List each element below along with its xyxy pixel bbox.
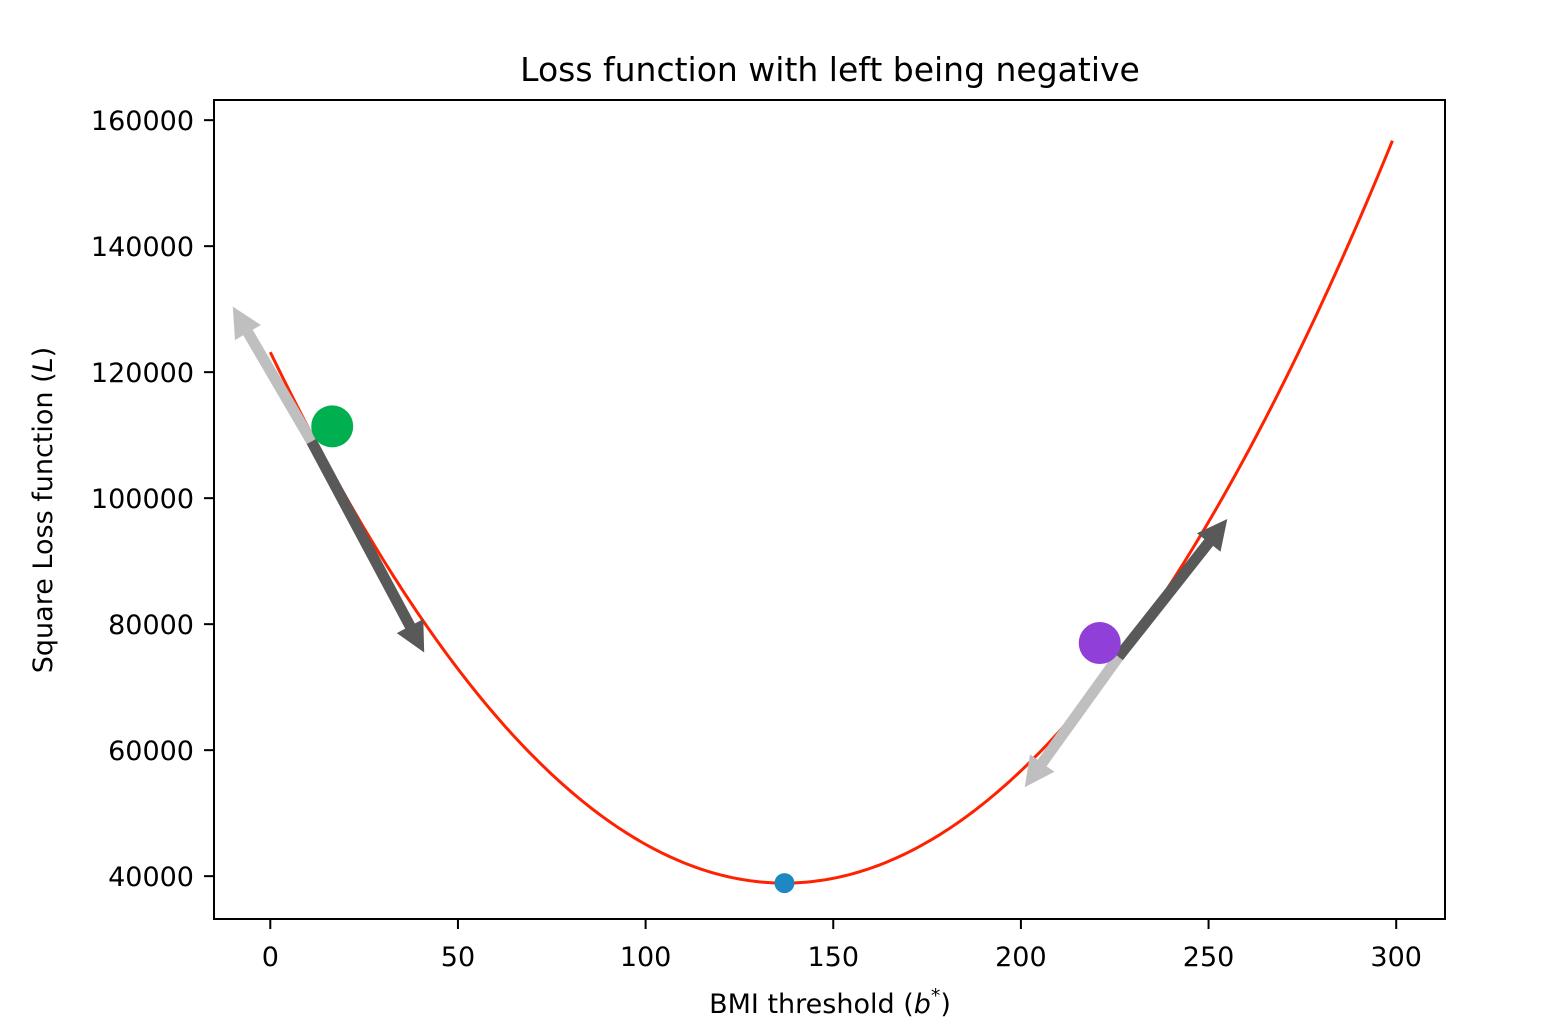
y-tick-label: 40000 [108,862,194,893]
left-point [311,405,354,448]
right-descent-arrow [1024,653,1123,788]
x-axis: 0 50 100 150 200 250 300 [262,919,1422,973]
x-axis-label-text: BMI threshold [709,989,895,1020]
minimum-point [774,873,795,894]
y-axis-label-text: Square Loss function [28,391,59,673]
x-axis-label-paren-open: ( [895,989,914,1020]
loss-curve [268,140,1394,885]
plot-marks [232,140,1394,894]
y-tick-label: 160000 [91,106,194,137]
y-axis-label: Square Loss function (L) [28,347,59,673]
y-axis-label-symbol: L [28,357,59,372]
right-point [1078,622,1121,665]
y-tick-label: 140000 [91,232,194,263]
x-tick-label: 50 [441,942,475,973]
y-tick-label: 100000 [91,484,194,515]
x-axis-label: BMI threshold (b*) [709,985,951,1020]
x-tick-label: 250 [1183,942,1235,973]
x-tick-label: 150 [807,942,859,973]
left-descent-arrow [306,438,425,653]
left-gradient-arrow [232,306,317,445]
right-gradient-arrow [1114,519,1228,661]
y-tick-label: 80000 [108,610,194,641]
y-tick-label: 120000 [91,358,194,389]
x-axis-label-paren-close: ) [940,989,951,1020]
y-tick-label: 60000 [108,736,194,767]
y-axis-label-paren-open: ( [28,372,59,391]
x-axis-label-superscript: * [931,985,941,1007]
x-tick-label: 0 [262,942,279,973]
x-tick-label: 200 [995,942,1047,973]
x-axis-label-symbol: b [914,989,931,1020]
plot-area [232,140,1394,894]
y-axis: 40000 60000 80000 100000 120000 140000 160000 [91,106,214,893]
x-tick-label: 100 [620,942,672,973]
x-tick-label: 300 [1370,942,1422,973]
y-axis-label-paren-close: ) [28,347,59,358]
axes-frame [213,99,1446,920]
chart-title: Loss function with left being negative [520,50,1140,89]
